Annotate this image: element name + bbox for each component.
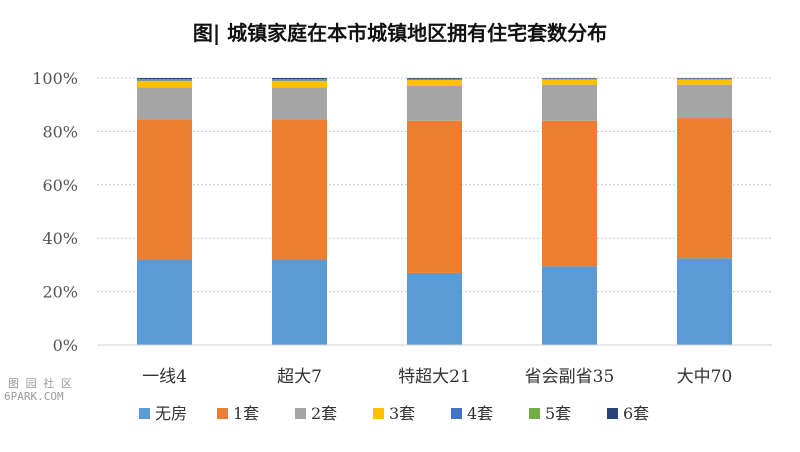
bar-segment [137,78,192,80]
bar-segment [542,84,597,121]
legend-item: 2套 [295,404,337,423]
legend-label: 6套 [623,404,649,423]
legend-item: 无房 [139,404,187,423]
watermark: 图 园 社 区 6PARK.COM [4,376,72,403]
y-tick-label: 100% [32,69,78,88]
bar-segment [407,78,462,79]
x-tick-label: 一线4 [142,367,187,387]
bar-segment [542,120,597,267]
bar-segment [677,118,732,259]
x-axis: 一线4 超大7 特超大21 省会副省35 大中70 [97,344,772,387]
bar-segment [272,78,327,80]
bar-segment [677,79,732,85]
bar-segment [677,78,732,80]
bar-segment [542,79,597,85]
y-tick-label: 60% [42,176,78,195]
y-tick-label: 80% [42,122,78,141]
legend-label: 1套 [233,404,259,423]
y-tick-label: 40% [42,229,78,248]
bar-segment [137,119,192,260]
bar-segment [137,87,192,120]
bars [137,78,732,345]
legend-item: 5套 [529,404,571,423]
legend-label: 无房 [155,404,187,423]
bar-segment [677,84,732,119]
bar-segment [272,87,327,120]
y-tick-label: 0% [53,336,78,355]
legend-item: 3套 [373,404,415,423]
legend-label: 3套 [389,404,415,423]
legend-label: 2套 [311,404,337,423]
bar-segment [137,80,192,88]
watermark-line2: 6PARK.COM [4,390,64,403]
legend-swatch [451,408,462,419]
legend-item: 6套 [607,404,649,423]
legend-swatch [607,408,618,419]
legend-swatch [373,408,384,419]
bar-segment [137,79,192,80]
bar-segment [137,79,192,81]
legend-swatch [139,408,150,419]
y-axis-ticks: 0% 20% 40% 60% 80% 100% [32,69,78,355]
bar-segment [407,86,462,121]
bar-segment [542,78,597,80]
chart-title: 图| 城镇家庭在本市城镇地区拥有住宅套数分布 [193,21,607,45]
bar-stack [542,78,597,345]
x-tick-label: 超大7 [277,367,322,387]
x-tick-label: 省会副省35 [525,367,615,387]
x-tick-label: 大中70 [677,367,733,387]
legend-label: 4套 [467,404,493,423]
bar-segment [137,259,192,345]
bar-segment [272,259,327,345]
bar-segment [272,80,327,88]
bar-segment [407,272,462,345]
legend-label: 5套 [545,404,571,423]
bar-segment [272,119,327,260]
legend-swatch [529,408,540,419]
legend-item: 4套 [451,404,493,423]
bar-stack [407,78,462,345]
bar-segment [407,120,462,273]
legend-swatch [295,408,306,419]
bar-segment [677,258,732,345]
bar-stack [272,78,327,345]
watermark-line1: 图 园 社 区 [8,376,72,390]
legend-swatch [217,408,228,419]
bar-segment [272,79,327,80]
legend: 无房 1套 2套 3套 4套 5套 6套 [139,404,649,423]
legend-item: 1套 [217,404,259,423]
y-tick-label: 20% [42,283,78,302]
x-tick-label: 特超大21 [398,367,471,387]
bar-segment [542,266,597,345]
bar-stack [137,78,192,345]
bar-segment [272,79,327,81]
bar-stack [677,78,732,345]
bar-segment [407,79,462,80]
bar-segment [407,79,462,87]
